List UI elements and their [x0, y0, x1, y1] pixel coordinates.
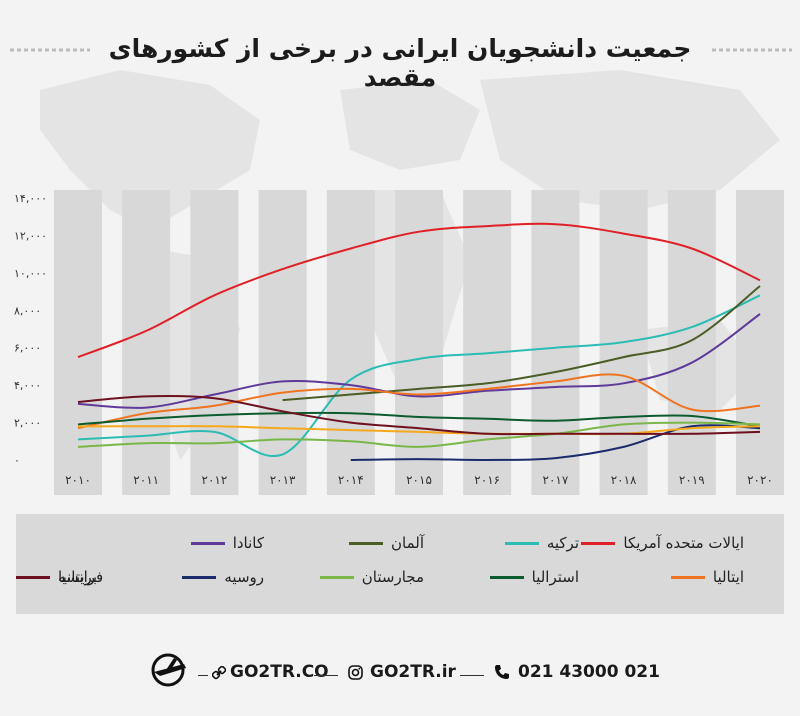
- x-tick-label: ۲۰۱۶: [474, 473, 500, 487]
- plane-logo-icon: [151, 653, 186, 687]
- year-band-2014: [326, 190, 375, 495]
- legend-swatch: [16, 575, 50, 579]
- y-axis-ticks: ۱۴,۰۰۰ ۱۲,۰۰۰ ۱۰,۰۰۰ ۸,۰۰۰ ۶,۰۰۰ ۴,۰۰۰ ۲,۰۰۰ ۰: [14, 192, 47, 467]
- y-tick-label: ۲,۰۰۰: [14, 417, 41, 430]
- legend-item: روسیه: [182, 568, 264, 586]
- legend: ایالات متحده آمریکا ترکیه آلمان کانادا ایتال…: [16, 514, 784, 614]
- legend-swatch: [581, 541, 616, 545]
- series-line-9: [77, 395, 761, 436]
- series-line-8: [77, 425, 761, 436]
- year-band-2020: [736, 190, 784, 495]
- footer-phone[interactable]: 021 43000 021: [518, 662, 660, 682]
- x-tick-label: ۲۰۱۰: [65, 473, 91, 487]
- link-icon: [212, 666, 226, 680]
- x-tick-label: ۲۰۱۷: [543, 473, 569, 487]
- series-line-1: [77, 294, 761, 457]
- footer-website[interactable]: GO2TR.CO: [230, 662, 329, 682]
- legend-label: ایتالیا: [712, 568, 744, 586]
- x-axis-ticks: ۲۰۱۰ ۲۰۱۱ ۲۰۱۲ ۲۰۱۳ ۲۰۱۴ ۲۰۱۵ ۲۰۱۶ ۲۰۱۷ ۲۰۱۸ ۲۰۱۹…: [65, 473, 773, 487]
- year-band-2013: [258, 190, 307, 495]
- year-band-2010: [54, 190, 102, 495]
- legend-swatch: [349, 541, 383, 545]
- legend-swatch: [190, 541, 225, 545]
- x-tick-label: ۲۰۱۵: [406, 473, 432, 487]
- legend-item: آلمان: [349, 534, 424, 552]
- legend-label: استرالیا: [531, 568, 579, 586]
- footer-divider: [198, 675, 208, 676]
- legend-item: ایالات متحده آمریکا: [581, 534, 744, 552]
- legend-label: مجارستان: [361, 568, 424, 586]
- y-tick-label: ۰: [14, 454, 20, 467]
- x-tick-label: ۲۰۱۴: [338, 473, 364, 487]
- x-tick-label: ۲۰۱۹: [679, 473, 705, 487]
- series-line-7: [350, 424, 761, 462]
- year-band-2016: [463, 190, 512, 495]
- legend-item: بریتانیا: [16, 568, 97, 586]
- year-band-2019: [667, 190, 716, 495]
- legend-label: ترکیه: [546, 534, 579, 552]
- legend-label: کانادا: [232, 534, 264, 552]
- year-band-2011: [122, 190, 171, 495]
- phone-icon: [495, 665, 509, 679]
- legend-item: مجارستان: [319, 568, 424, 586]
- legend-item: ایتالیا: [670, 568, 744, 586]
- legend-swatch: [182, 575, 217, 579]
- year-band-2017: [531, 190, 580, 495]
- series-line-0: [77, 222, 761, 359]
- year-band-2015: [395, 190, 443, 495]
- legend-swatch: [504, 541, 539, 545]
- year-column-bands: [54, 190, 784, 495]
- x-tick-label: ۲۰۱۱: [133, 473, 159, 487]
- instagram-icon: [348, 665, 363, 680]
- series-line-5: [77, 411, 761, 428]
- legend-swatch: [319, 575, 354, 579]
- legend-item: ترکیه: [504, 534, 579, 552]
- title-dash-right: [712, 48, 792, 52]
- series-line-2: [282, 285, 761, 402]
- x-tick-label: ۲۰۱۸: [611, 473, 637, 487]
- legend-item: استرالیا: [489, 568, 579, 586]
- y-tick-label: ۶,۰۰۰: [14, 342, 41, 355]
- x-tick-label: ۲۰۱۳: [270, 473, 296, 487]
- legend-label: آلمان: [391, 534, 424, 552]
- series-line-4: [77, 373, 761, 430]
- series-line-3: [77, 313, 761, 409]
- series-lines: [77, 222, 761, 462]
- footer-instagram[interactable]: GO2TR.ir: [370, 662, 456, 682]
- y-tick-label: ۱۰,۰۰۰: [14, 267, 47, 280]
- title-dash-left: [10, 48, 90, 52]
- legend-swatch: [489, 575, 524, 579]
- year-band-2012: [190, 190, 239, 495]
- y-tick-label: ۱۴,۰۰۰: [14, 192, 47, 205]
- footer-divider: [460, 675, 484, 676]
- y-tick-label: ۸,۰۰۰: [14, 304, 41, 317]
- title-area: جمعیت دانشجویان ایرانی در برخی از کشورها…: [0, 0, 800, 100]
- legend-swatch: [670, 575, 705, 579]
- chart-title: جمعیت دانشجویان ایرانی در برخی از کشورها…: [108, 34, 692, 92]
- legend-label: فرانسه: [58, 568, 104, 586]
- footer-divider: [314, 675, 338, 676]
- series-line-6: [77, 421, 761, 448]
- footer: GO2TR.CO GO2TR.ir 021 43000 021: [0, 640, 800, 716]
- legend-item: کانادا: [190, 534, 264, 552]
- y-tick-label: ۱۲,۰۰۰: [14, 229, 47, 242]
- legend-label: ایالات متحده آمریکا: [623, 534, 744, 552]
- legend-label: روسیه: [224, 568, 264, 586]
- x-tick-label: ۲۰۲۰: [747, 473, 773, 487]
- legend-label: بریتانیا: [58, 568, 97, 586]
- x-tick-label: ۲۰۱۲: [202, 473, 228, 487]
- y-tick-label: ۴,۰۰۰: [14, 379, 41, 392]
